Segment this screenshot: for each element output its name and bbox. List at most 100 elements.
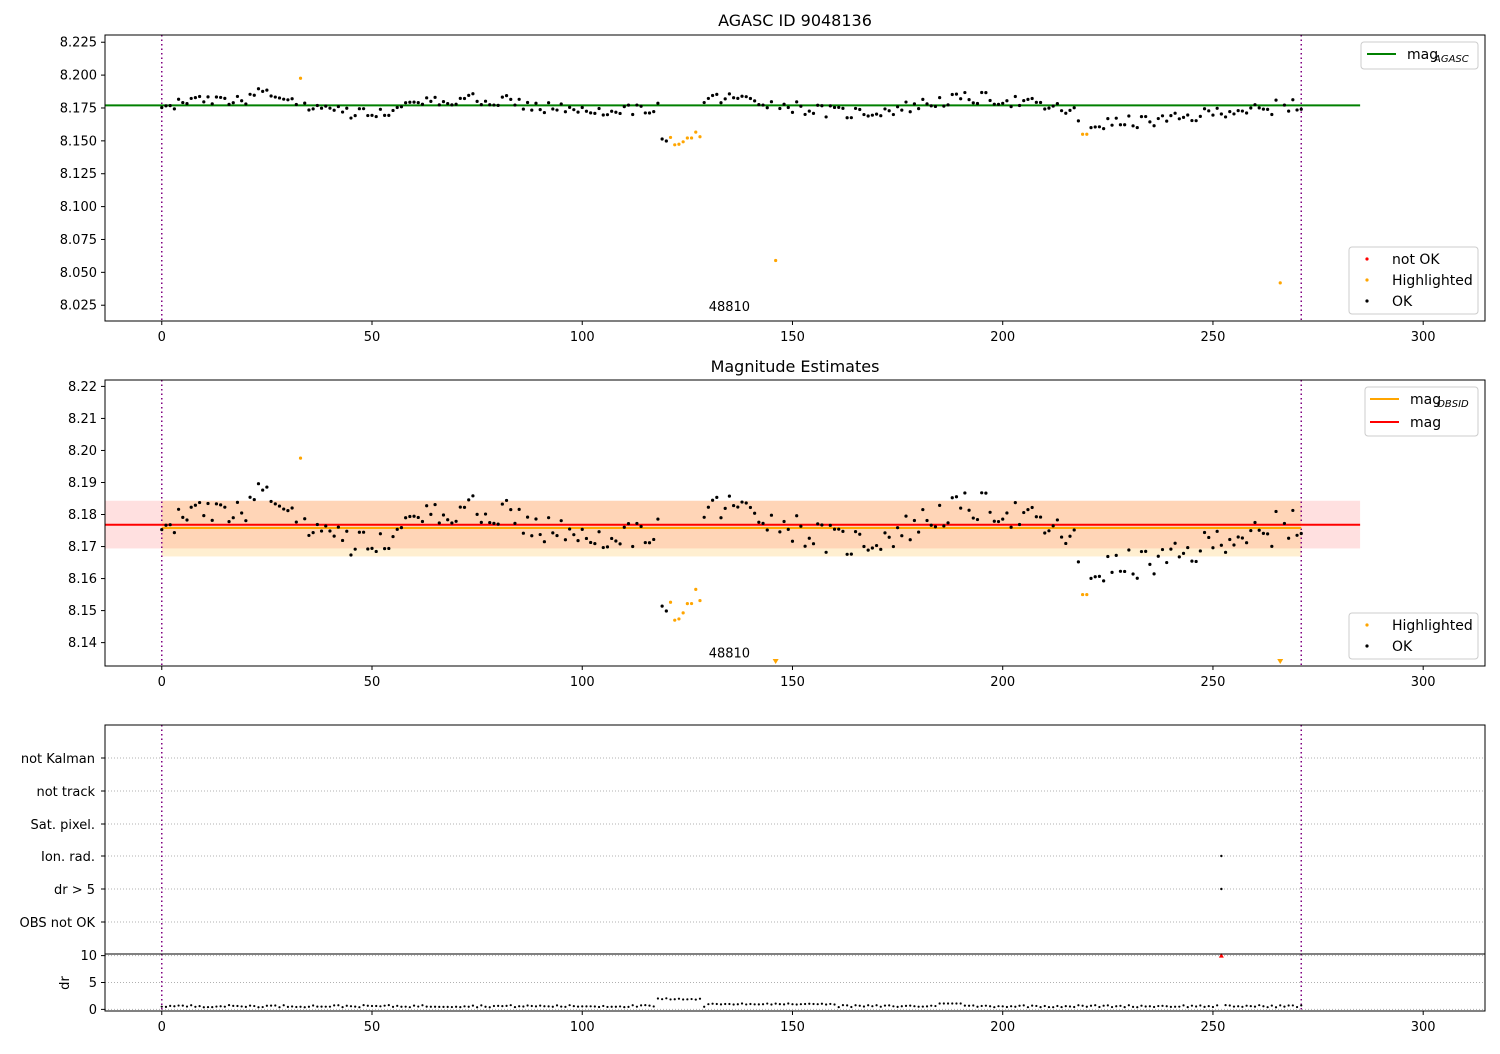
ok-point [303, 101, 307, 105]
highlighted-point [673, 618, 677, 622]
ok-point [1169, 547, 1173, 551]
highlighted-point [685, 136, 689, 140]
ok-point [1253, 103, 1257, 107]
ok-point [921, 507, 925, 512]
ok-point [231, 516, 235, 520]
ok-point [1291, 508, 1295, 513]
ok-point [1022, 510, 1026, 515]
ok-point [652, 110, 656, 114]
y-tick-label: 8.14 [68, 636, 97, 651]
dr-point [686, 998, 689, 1001]
highlighted-point [1085, 592, 1089, 597]
y-tick-label: 8.050 [60, 266, 97, 281]
highlighted-point [1278, 281, 1282, 285]
ok-point [374, 549, 378, 554]
ok-point [744, 501, 748, 505]
axes-frame [104, 34, 1486, 322]
ok-point [1110, 570, 1114, 575]
ok-point [1026, 507, 1030, 512]
ok-point [160, 528, 164, 532]
ok-point [660, 604, 664, 608]
dr-point [274, 1004, 277, 1007]
dr-point [980, 1004, 983, 1008]
chart-title: AGASC ID 9048136 [718, 11, 872, 30]
dr-point [450, 1005, 453, 1009]
ok-point [328, 106, 332, 110]
ok-point [744, 95, 748, 99]
off-scale-marker [772, 659, 779, 664]
ok-point [874, 543, 879, 548]
ok-point [336, 525, 340, 529]
ok-point [1055, 518, 1059, 522]
ok-point [879, 547, 883, 551]
dr-point [316, 1005, 319, 1008]
ok-point [366, 113, 370, 118]
ok-point [277, 504, 282, 508]
ok-point [765, 106, 769, 110]
ok-point [290, 506, 294, 510]
ok-point [866, 114, 870, 118]
ok-point [294, 520, 298, 524]
ok-point [908, 538, 912, 542]
ok-point [1055, 102, 1059, 106]
y-tick-label: 8.21 [68, 412, 97, 427]
ok-point [433, 95, 437, 99]
ok-point [568, 105, 572, 109]
ok-point [740, 94, 744, 98]
ok-point [1123, 569, 1127, 574]
ok-point [1261, 531, 1266, 535]
ok-point [1038, 515, 1043, 519]
ok-point [164, 104, 168, 108]
dr-point [854, 1004, 857, 1007]
x-tick-label: 0 [158, 330, 166, 345]
ok-point [706, 96, 710, 101]
ok-point [366, 547, 370, 551]
ok-point [189, 505, 193, 509]
dr-point [740, 1002, 744, 1005]
ok-point [214, 502, 219, 506]
dr-point [648, 1004, 651, 1007]
dr-point [185, 1005, 189, 1008]
ok-point [488, 103, 492, 107]
dr-point [265, 1004, 268, 1007]
ok-point [441, 100, 446, 104]
off-scale-marker [1277, 659, 1284, 664]
tick-layer: 0 50 100 150 200 250 300 0 5 10 [80, 949, 1435, 1035]
ok-point [883, 107, 887, 111]
dr-point [446, 1005, 449, 1008]
y-tick-label: 8.125 [60, 167, 97, 182]
dr-point [337, 1004, 340, 1007]
axes-frame [104, 379, 1486, 667]
ok-point [732, 503, 736, 508]
dr-point [837, 1006, 840, 1009]
dr-point [606, 1005, 609, 1009]
ok-point [252, 497, 256, 502]
legend-not-ok: not OK [1392, 252, 1440, 268]
dr-point [719, 1003, 723, 1006]
y-tick-label: 8.19 [68, 476, 97, 491]
highlighted-point [694, 587, 698, 591]
ok-point [256, 87, 261, 91]
dr-point [656, 997, 660, 1000]
dr-point [942, 1002, 945, 1005]
ok-point [202, 513, 206, 518]
ok-point [580, 105, 584, 110]
ok-point [1253, 520, 1257, 525]
ok-point [181, 100, 185, 105]
dr-point [951, 1002, 954, 1005]
ok-point [963, 491, 967, 495]
ok-point [811, 542, 816, 546]
dr-point [568, 1004, 571, 1007]
ok-point [509, 97, 513, 101]
ok-point [942, 524, 946, 528]
dr-point [1216, 1004, 1219, 1007]
dr-point [585, 1005, 588, 1008]
dr-point [1068, 1005, 1072, 1008]
ok-point [942, 104, 946, 108]
ok-point [1064, 541, 1068, 546]
dr-point [543, 1005, 546, 1008]
tick-layer: 0 50 100 150 200 250 300 8.14 8.15 8.16 8.17 8.18 8.… [68, 380, 1436, 690]
dr-point [1291, 1004, 1294, 1007]
ok-point [572, 108, 576, 112]
ok-point [454, 519, 458, 523]
